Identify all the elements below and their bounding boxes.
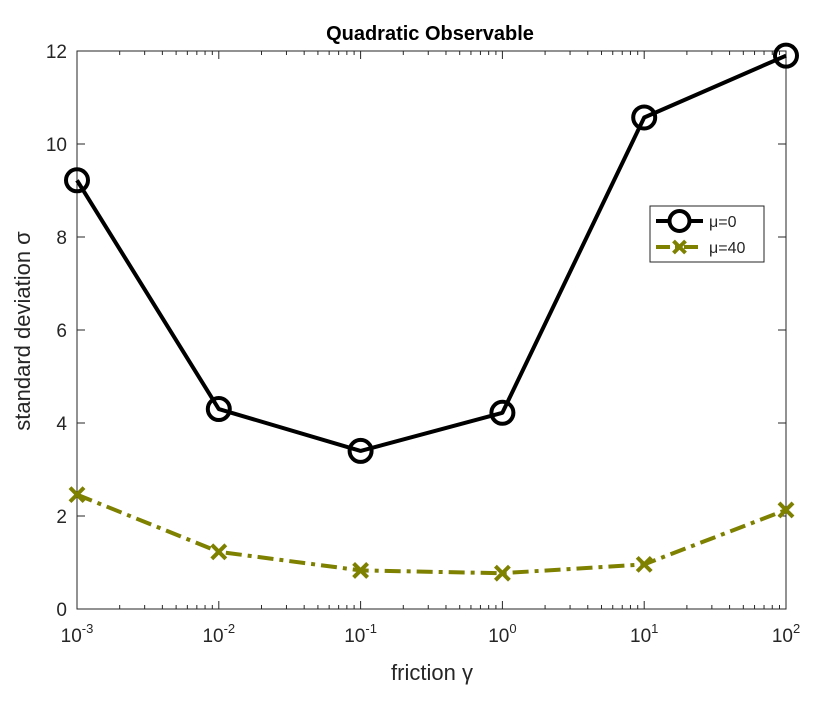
data-point-x xyxy=(68,486,86,504)
x-tick-label: 102 xyxy=(772,621,800,647)
data-point-x-stroke xyxy=(68,486,86,504)
data-point-x-stroke xyxy=(635,555,653,573)
data-point-circle xyxy=(205,396,232,423)
y-axis-label: standard deviation σ xyxy=(10,231,35,431)
plot-area: 10-3 10-2 10-1 100 101 102 0 2 4 6 8 10 12 μ=0 μ=40 xyxy=(46,42,800,647)
legend: μ=0 μ=40 xyxy=(649,205,765,263)
x-tick-label: 10-3 xyxy=(61,621,94,647)
legend-label-1: μ=0 xyxy=(709,214,737,231)
y-tick-label: 0 xyxy=(56,600,67,621)
legend-marker-circle xyxy=(667,209,692,233)
data-point-x xyxy=(352,561,370,579)
data-point-x xyxy=(210,543,228,561)
legend-box xyxy=(649,205,765,263)
y-tick-label: 12 xyxy=(46,42,67,63)
data-point-circle xyxy=(773,42,799,69)
data-point-circle xyxy=(489,399,516,426)
x-tick-label: 101 xyxy=(630,621,658,647)
data-point-circle xyxy=(347,437,374,464)
y-tick-label: 4 xyxy=(56,414,67,435)
data-point-x xyxy=(493,564,511,582)
x-tick-label: 10-1 xyxy=(344,621,377,647)
data-point-x-stroke xyxy=(493,564,511,582)
y-tick-label: 2 xyxy=(56,507,67,528)
chart-title: Quadratic Observable xyxy=(326,23,534,45)
x-tick-label: 10-2 xyxy=(202,621,235,647)
series-line-1 xyxy=(75,53,787,453)
data-point-x xyxy=(635,555,653,573)
legend-label-2: μ=40 xyxy=(709,240,745,257)
x-axis-label: friction γ xyxy=(391,660,473,685)
y-tick-label: 8 xyxy=(56,228,67,249)
y-tick-label: 10 xyxy=(46,135,67,156)
y-tick-label: 6 xyxy=(56,321,67,342)
data-point-x xyxy=(777,501,795,519)
data-point-x-stroke xyxy=(210,543,228,561)
axes-box xyxy=(76,50,787,610)
data-point-circle xyxy=(631,104,658,131)
data-point-x-stroke xyxy=(777,501,795,519)
series-line-2 xyxy=(76,492,787,576)
x-tick-label: 100 xyxy=(488,621,516,647)
data-point-x-stroke xyxy=(352,561,370,579)
legend-marker-x-stroke xyxy=(672,239,687,255)
data-point-circle xyxy=(64,167,90,194)
